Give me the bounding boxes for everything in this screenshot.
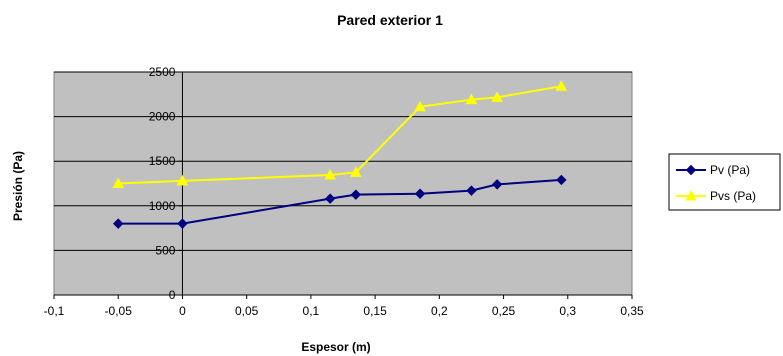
x-axis-title: Espesor (m) <box>301 340 370 354</box>
x-tick-label: 0,05 <box>235 304 259 318</box>
data-point <box>491 91 503 102</box>
y-tick-label: 2500 <box>149 65 176 79</box>
x-tick-label: 0,3 <box>559 304 576 318</box>
grid <box>54 71 632 251</box>
data-point <box>349 166 362 177</box>
data-point <box>556 174 567 186</box>
legend: Pv (Pa) Pvs (Pa) <box>668 153 781 211</box>
series-layer <box>112 80 568 229</box>
chart-title: Pared exterior 1 <box>337 12 443 28</box>
series-line <box>118 85 562 185</box>
data-point <box>324 168 337 180</box>
y-tick-label: 0 <box>169 288 176 302</box>
data-point <box>685 164 697 176</box>
legend-label: Pvs (Pa) <box>710 189 756 203</box>
legend-label: Pv (Pa) <box>710 163 750 177</box>
series-1 <box>113 174 567 229</box>
data-point <box>466 185 477 196</box>
data-point <box>112 177 125 188</box>
data-point <box>324 193 336 204</box>
x-tick-label: 0,1 <box>303 304 320 318</box>
data-point <box>465 93 478 105</box>
legend-item: Pvs (Pa) <box>676 189 756 203</box>
plot-area <box>53 71 633 296</box>
x-tick-label: 0,25 <box>492 304 516 318</box>
data-point <box>491 179 503 190</box>
data-point <box>414 188 426 199</box>
legend-box <box>668 153 781 211</box>
y-tick-label: 1000 <box>149 199 176 213</box>
x-tick-label: 0,35 <box>620 304 644 318</box>
y-tick-label: 2000 <box>149 110 176 124</box>
series-line <box>118 178 562 225</box>
data-point <box>685 189 697 201</box>
data-point <box>113 218 124 229</box>
legend-item: Pv (Pa) <box>676 163 750 177</box>
x-tick-label: 0,15 <box>363 304 387 318</box>
data-point <box>350 189 362 200</box>
data-point <box>176 174 189 186</box>
x-tick-label: -0,1 <box>44 304 65 318</box>
y-tick-label: 1500 <box>149 154 176 168</box>
data-point <box>177 218 188 229</box>
tick-labels: -0,1 -0,05 0 0,05 0,1 0,15 0,2 0,25 0,3 0,35 0 500 1… <box>44 65 644 318</box>
x-tick-label: 0,2 <box>431 304 448 318</box>
series-2 <box>112 80 568 188</box>
data-point <box>555 80 568 91</box>
y-tick-label: 500 <box>155 243 175 257</box>
x-tick-label: 0 <box>179 304 186 318</box>
y-axis-title: Presión (Pa) <box>11 151 25 221</box>
data-point <box>414 100 426 112</box>
x-tick-label: -0,05 <box>105 304 133 318</box>
